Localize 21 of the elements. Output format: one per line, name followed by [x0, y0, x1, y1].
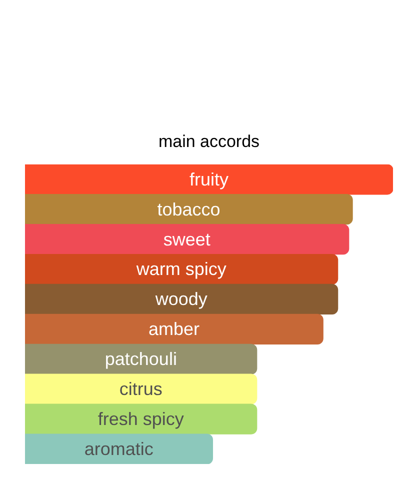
y-tick-label: woody [154, 289, 208, 310]
bar [25, 224, 350, 255]
chart-title: main accords [158, 132, 260, 151]
bar [25, 434, 214, 464]
y-tick-label: fresh spicy [98, 409, 184, 430]
bar [25, 374, 258, 404]
bar [25, 314, 324, 344]
y-tick-label: fruity [189, 169, 229, 190]
bar [25, 194, 353, 225]
y-tick-label: tobacco [157, 199, 220, 220]
bar [25, 284, 338, 315]
bar [25, 344, 258, 374]
y-tick-label: amber [148, 319, 200, 340]
y-tick-label: patchouli [104, 349, 177, 370]
bar [25, 164, 393, 195]
y-tick-label: aromatic [84, 438, 154, 459]
y-tick-label: citrus [119, 379, 162, 400]
y-tick-label: warm spicy [135, 259, 226, 280]
bar [25, 404, 258, 434]
bar [25, 254, 338, 285]
y-tick-label: sweet [163, 229, 210, 250]
